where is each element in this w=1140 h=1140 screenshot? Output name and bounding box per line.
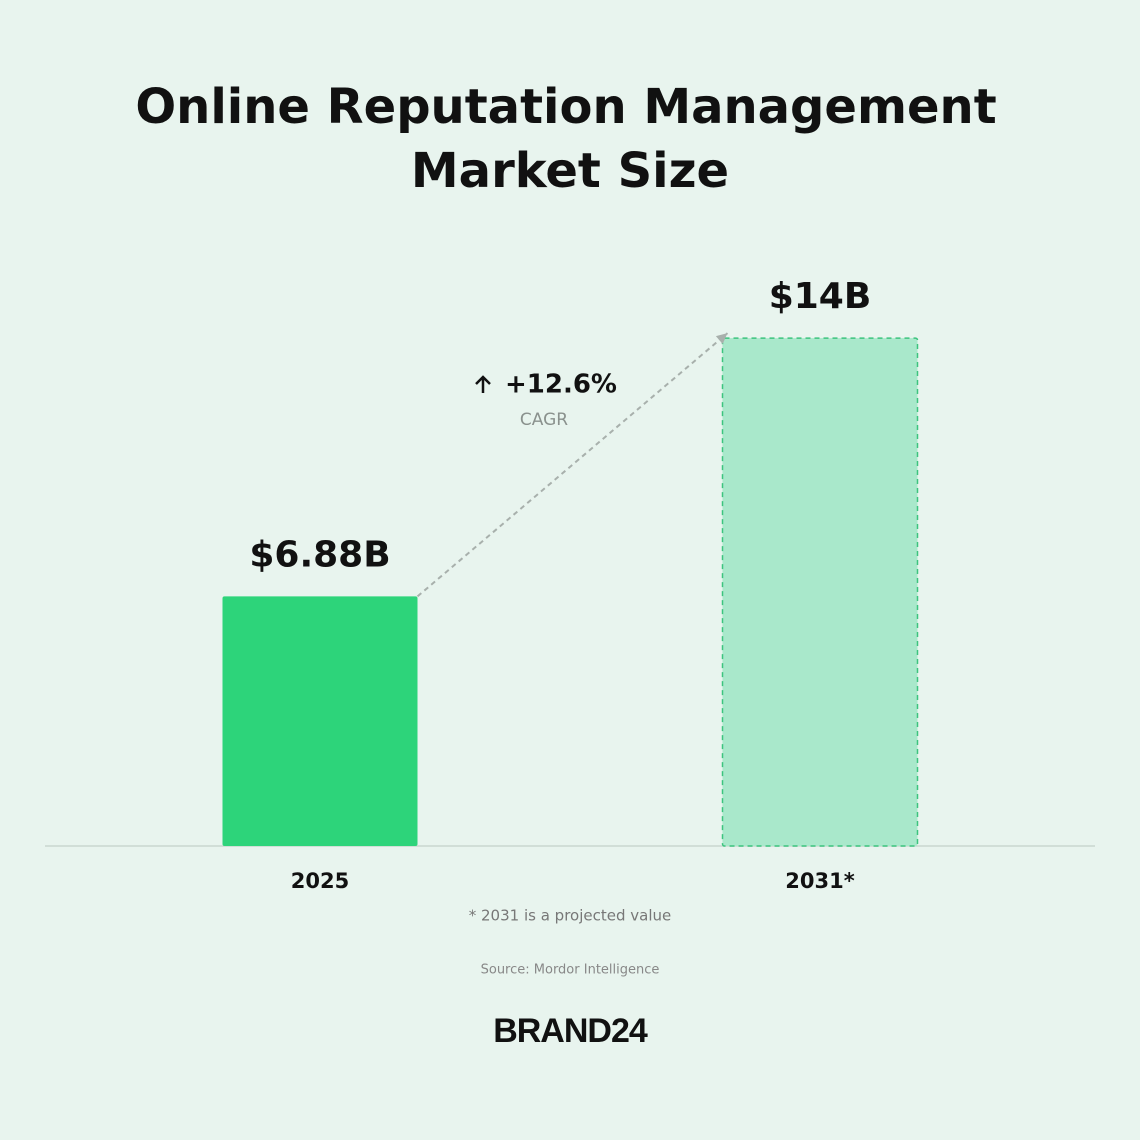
bar — [222, 596, 418, 846]
cagr-value: +12.6% — [505, 370, 617, 400]
value-label: $6.88B — [249, 534, 390, 575]
brand-logo: BRAND24 — [493, 1012, 648, 1050]
x-tick-label: 2025 — [291, 869, 349, 893]
bar — [721, 337, 919, 847]
chart-title: Market Size — [411, 143, 729, 199]
source: Source: Mordor Intelligence — [481, 963, 660, 978]
cagr-label: CAGR — [520, 410, 568, 430]
footnote: * 2031 is a projected value — [469, 907, 671, 925]
trend-arrow — [416, 332, 729, 598]
x-tick-label: 2031* — [785, 869, 854, 893]
value-label: $14B — [769, 276, 872, 317]
chart-title: Online Reputation Management — [135, 79, 996, 135]
trend-arrowhead — [715, 333, 728, 345]
up-arrow-icon — [475, 375, 491, 393]
